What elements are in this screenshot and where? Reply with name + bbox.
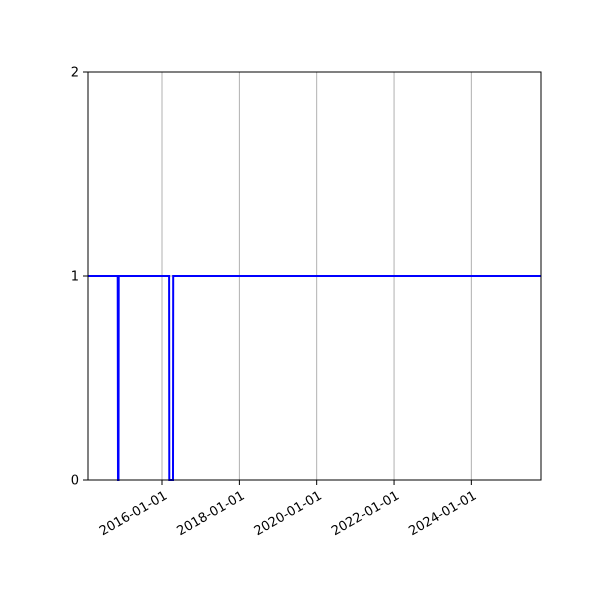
y-tick-label: 0 [71, 474, 79, 489]
x-tick-label: 2018-01-01 [174, 488, 247, 539]
y-tick-label: 2 [71, 66, 79, 81]
x-tick-label: 2016-01-01 [97, 488, 170, 539]
data-line [88, 275, 541, 481]
x-tick-label: 2022-01-01 [329, 488, 402, 539]
y-tick-label: 1 [71, 270, 79, 285]
x-tick-label: 2024-01-01 [406, 488, 479, 539]
x-tick-label: 2020-01-01 [252, 488, 325, 539]
